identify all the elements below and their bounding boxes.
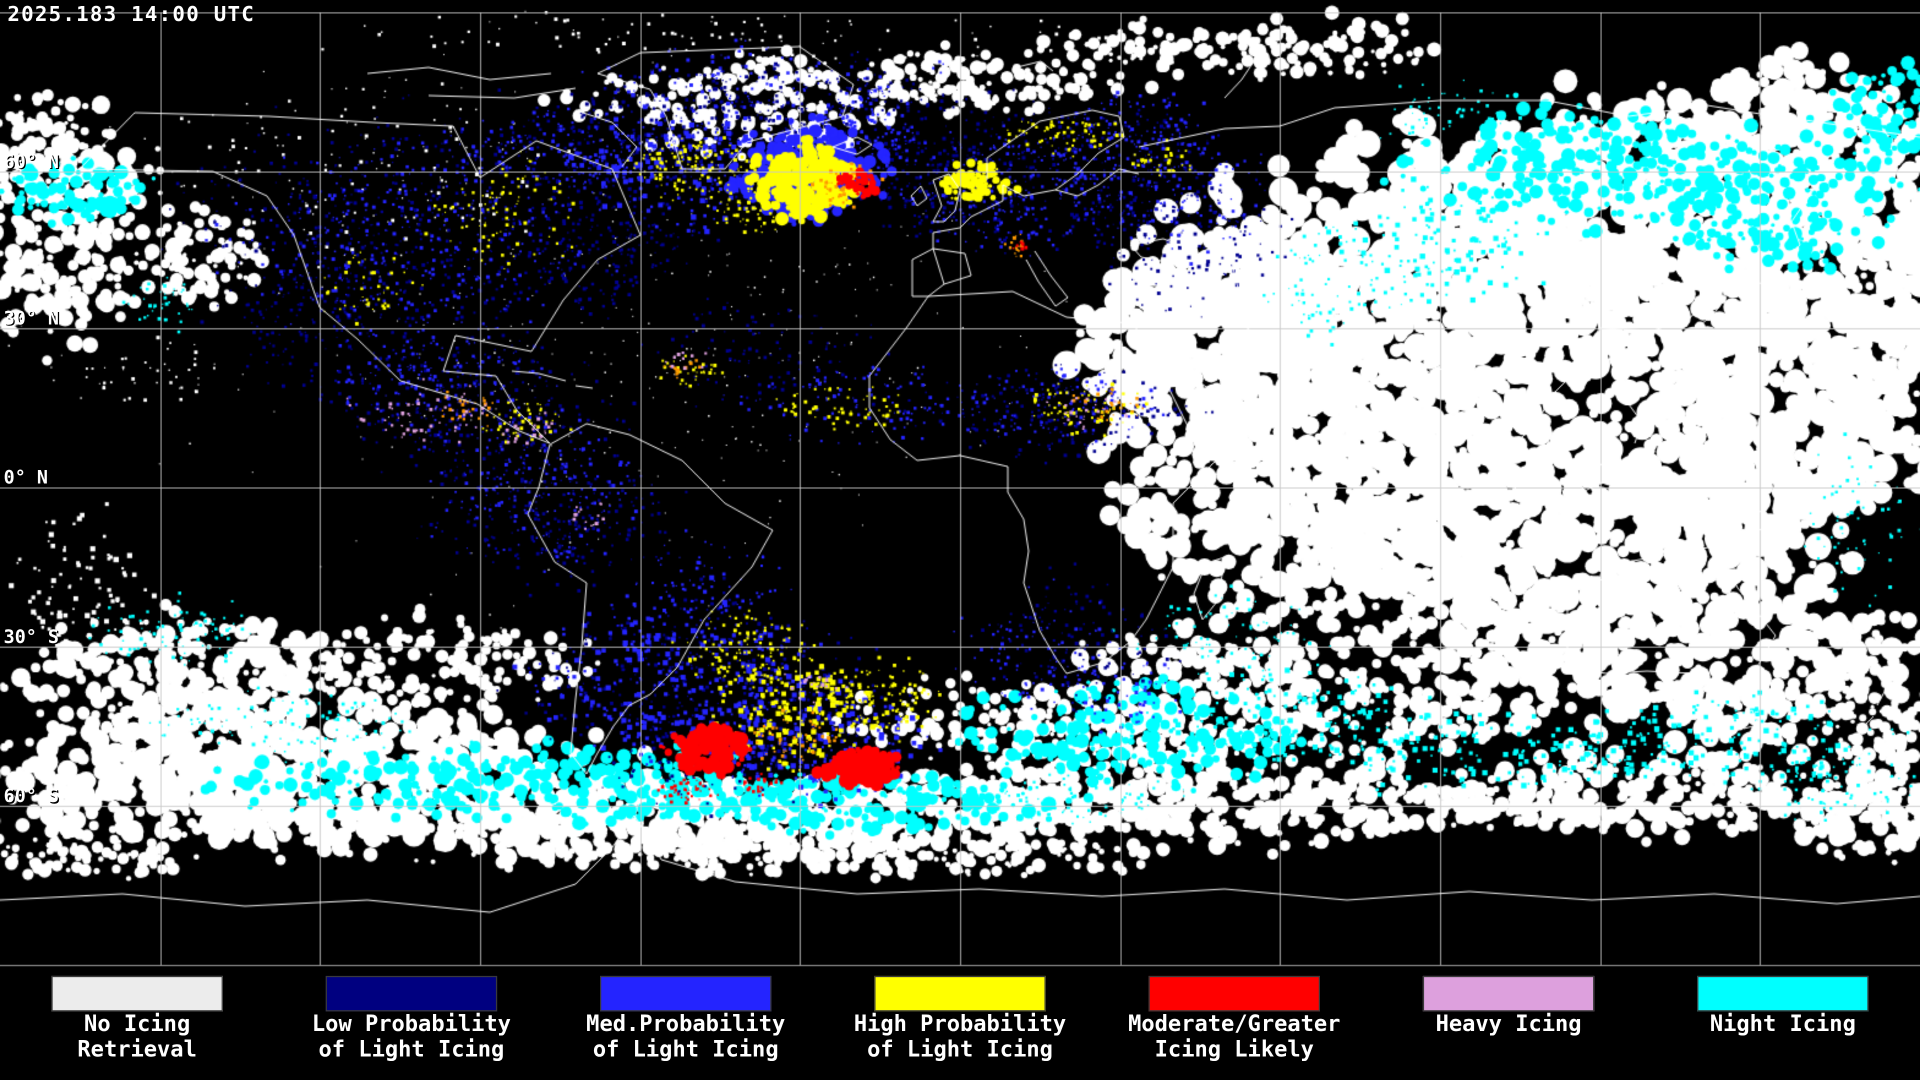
lat-label-30n: 30° N: [3, 307, 59, 330]
lat-label-0n: 0° N: [3, 466, 48, 489]
legend-item-no-icing: No Icing Retrieval: [0, 967, 274, 1080]
heavy-swatch: [1422, 975, 1595, 1012]
med-prob-swatch: [600, 975, 772, 1012]
high-prob-swatch: [874, 975, 1046, 1012]
map-canvas: [0, 0, 1920, 968]
legend-label: Moderate/Greater: [1128, 1011, 1341, 1038]
legend-label: Low Probability: [311, 1011, 511, 1038]
lat-label-60n: 60° N: [3, 150, 59, 173]
legend-label: Icing Likely: [1154, 1037, 1314, 1063]
legend-label: Heavy Icing: [1435, 1011, 1582, 1038]
legend-label: of Light Icing: [318, 1037, 505, 1063]
legend-item-moderate: Moderate/Greater Icing Likely: [1097, 967, 1371, 1080]
legend-item-high-prob: High Probability of Light Icing: [823, 967, 1097, 1080]
legend-label: of Light Icing: [867, 1037, 1053, 1063]
no-icing-swatch: [51, 975, 223, 1012]
legend-label: No Icing: [84, 1011, 191, 1038]
legend-label: High Probability: [853, 1011, 1067, 1038]
legend-item-heavy: Heavy Icing: [1371, 967, 1645, 1080]
legend-item-low-prob: Low Probability of Light Icing: [274, 967, 548, 1080]
legend-label: of Light Icing: [592, 1037, 779, 1063]
low-prob-swatch: [325, 975, 498, 1012]
world-icing-map: 2025.183 14:00 UTC 60° N 30° N 0° N 30° …: [0, 0, 1920, 968]
legend-bar: No Icing Retrieval Low Probability of Li…: [0, 967, 1920, 1080]
legend-label: Med.Probability: [586, 1011, 786, 1038]
legend-label: Retrieval: [77, 1037, 197, 1063]
night-swatch: [1697, 975, 1869, 1012]
timestamp-label: 2025.183 14:00 UTC: [7, 2, 255, 27]
legend-item-med-prob: Med.Probability of Light Icing: [549, 967, 823, 1080]
legend-item-night: Night Icing: [1646, 967, 1920, 1080]
lat-label-60s: 60° S: [3, 784, 59, 807]
moderate-swatch: [1148, 975, 1320, 1012]
legend-label: Night Icing: [1709, 1011, 1856, 1038]
lat-label-30s: 30° S: [3, 625, 59, 648]
